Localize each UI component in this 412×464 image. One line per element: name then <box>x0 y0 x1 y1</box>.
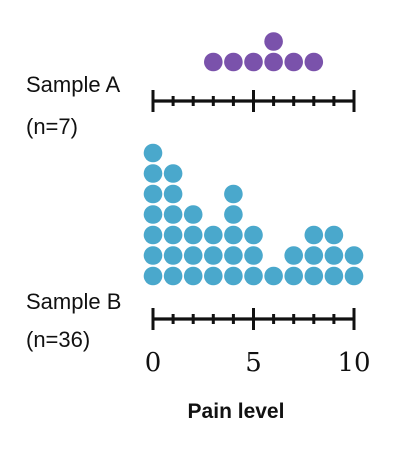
sample-b-dot-x0-4 <box>143 205 163 224</box>
sample-b-dot-x5-3 <box>244 225 263 245</box>
sample-a-dot-x7-1 <box>284 52 304 72</box>
sample-b-dot-x8-3 <box>304 225 324 245</box>
sample-b-dot-x0-3 <box>143 225 163 245</box>
sample-b-dot-x6-1 <box>264 266 283 286</box>
x-tick-label-5: 5 <box>245 348 262 378</box>
sample-b-dot-x4-3 <box>224 225 243 245</box>
sample-b-n-label: (n=36) <box>26 327 90 352</box>
sample-a-dots <box>204 32 324 72</box>
sample-b-label: Sample B <box>26 289 121 314</box>
sample-b-dot-x9-3 <box>324 225 344 245</box>
sample-b-dot-x0-6 <box>143 164 163 183</box>
sample-b-axis <box>151 308 356 330</box>
sample-b-dot-x8-2 <box>304 246 324 265</box>
sample-b-dot-x10-2 <box>344 246 364 265</box>
sample-a-label: Sample A <box>26 72 120 97</box>
sample-b-dot-x8-1 <box>304 266 324 286</box>
sample-b-dot-x4-2 <box>224 246 243 265</box>
sample-b-dot-x0-1 <box>143 266 163 286</box>
x-axis-title: Pain level <box>188 400 285 423</box>
sample-b-dot-x2-1 <box>183 266 203 286</box>
sample-b-dot-x9-2 <box>324 246 344 265</box>
sample-b-dot-x9-1 <box>324 266 344 286</box>
x-tick-labels: 0 5 10 <box>145 348 371 378</box>
sample-a-dot-x6-2 <box>264 32 283 51</box>
sample-b-dot-x3-1 <box>204 266 223 286</box>
sample-b-dot-x1-4 <box>163 205 183 224</box>
sample-a-axis <box>151 90 356 112</box>
sample-b-dot-x3-3 <box>204 225 223 245</box>
sample-b-dot-x2-4 <box>183 205 203 224</box>
sample-b-dot-x5-2 <box>244 246 263 265</box>
sample-b-dot-x4-4 <box>224 205 243 224</box>
sample-a-dot-x8-1 <box>304 52 324 72</box>
sample-b-dot-x1-5 <box>163 184 183 204</box>
sample-a-dot-x4-1 <box>224 52 243 72</box>
sample-b-dot-x2-3 <box>183 225 203 245</box>
sample-a-dot-x5-1 <box>244 52 263 72</box>
sample-b-dots <box>143 143 364 286</box>
sample-b-dot-x1-2 <box>163 246 183 265</box>
sample-a-dot-x6-1 <box>264 52 283 72</box>
sample-b-dot-x0-7 <box>143 143 163 163</box>
sample-b-dot-x5-1 <box>244 266 263 286</box>
sample-b-dot-x7-1 <box>284 266 304 286</box>
sample-b-dot-x0-2 <box>143 246 163 265</box>
sample-b-dot-x1-3 <box>163 225 183 245</box>
sample-a-n-label: (n=7) <box>26 114 78 139</box>
sample-b-dot-x3-2 <box>204 246 223 265</box>
sample-b-dot-x4-1 <box>224 266 243 286</box>
sample-b-dot-x1-6 <box>163 164 183 183</box>
sample-b-dot-x2-2 <box>183 246 203 265</box>
sample-b-dot-x1-1 <box>163 266 183 286</box>
sample-b-dot-x4-5 <box>224 184 243 204</box>
sample-b-dot-x0-5 <box>143 184 163 204</box>
sample-b-dot-x10-1 <box>344 266 364 286</box>
x-tick-label-10: 10 <box>337 348 370 378</box>
x-tick-label-0: 0 <box>145 348 162 378</box>
sample-b-dot-x7-2 <box>284 246 304 265</box>
sample-a-dot-x3-1 <box>204 52 223 72</box>
